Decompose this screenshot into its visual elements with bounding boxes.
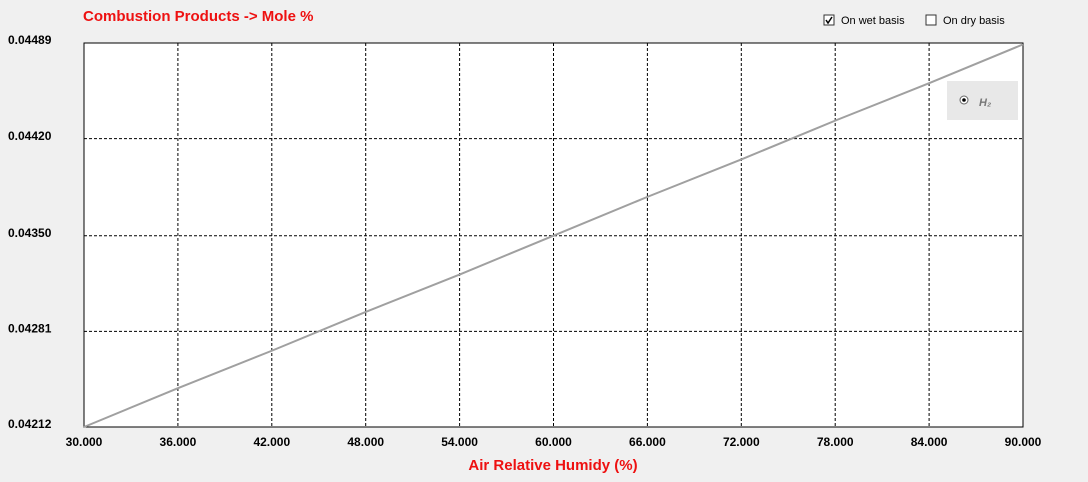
- checkmark: [825, 16, 833, 25]
- x-tick-label: 42.000: [253, 435, 290, 449]
- x-axis-label: Air Relative Humidy (%): [468, 457, 637, 474]
- x-tick-label: 84.000: [911, 435, 948, 449]
- x-tick-label: 90.000: [1005, 435, 1042, 449]
- chart-title: Combustion Products -> Mole %: [83, 8, 313, 25]
- x-tick-label: 36.000: [160, 435, 197, 449]
- x-tick-label: 72.000: [723, 435, 760, 449]
- y-tick-label: 0.04420: [8, 129, 52, 143]
- x-tick-label: 78.000: [817, 435, 854, 449]
- y-tick-label: 0.04281: [8, 322, 52, 336]
- x-tick-label: 48.000: [347, 435, 384, 449]
- checkbox[interactable]: [925, 14, 937, 26]
- legend-label: H₂: [979, 97, 991, 109]
- data-line: [83, 43, 1024, 428]
- x-tick-label: 60.000: [535, 435, 572, 449]
- checkbox-label: On wet basis: [841, 15, 905, 27]
- y-tick-label: 0.04350: [8, 226, 52, 240]
- checkbox-label: On dry basis: [943, 15, 1005, 27]
- x-tick-label: 54.000: [441, 435, 478, 449]
- legend: [947, 81, 1018, 120]
- x-tick-label: 30.000: [66, 435, 103, 449]
- y-tick-label: 0.04212: [8, 417, 52, 431]
- checkbox[interactable]: [823, 14, 835, 26]
- x-tick-label: 66.000: [629, 435, 666, 449]
- legend-radio-dot: [962, 98, 966, 102]
- y-tick-label: 0.04489: [8, 33, 52, 47]
